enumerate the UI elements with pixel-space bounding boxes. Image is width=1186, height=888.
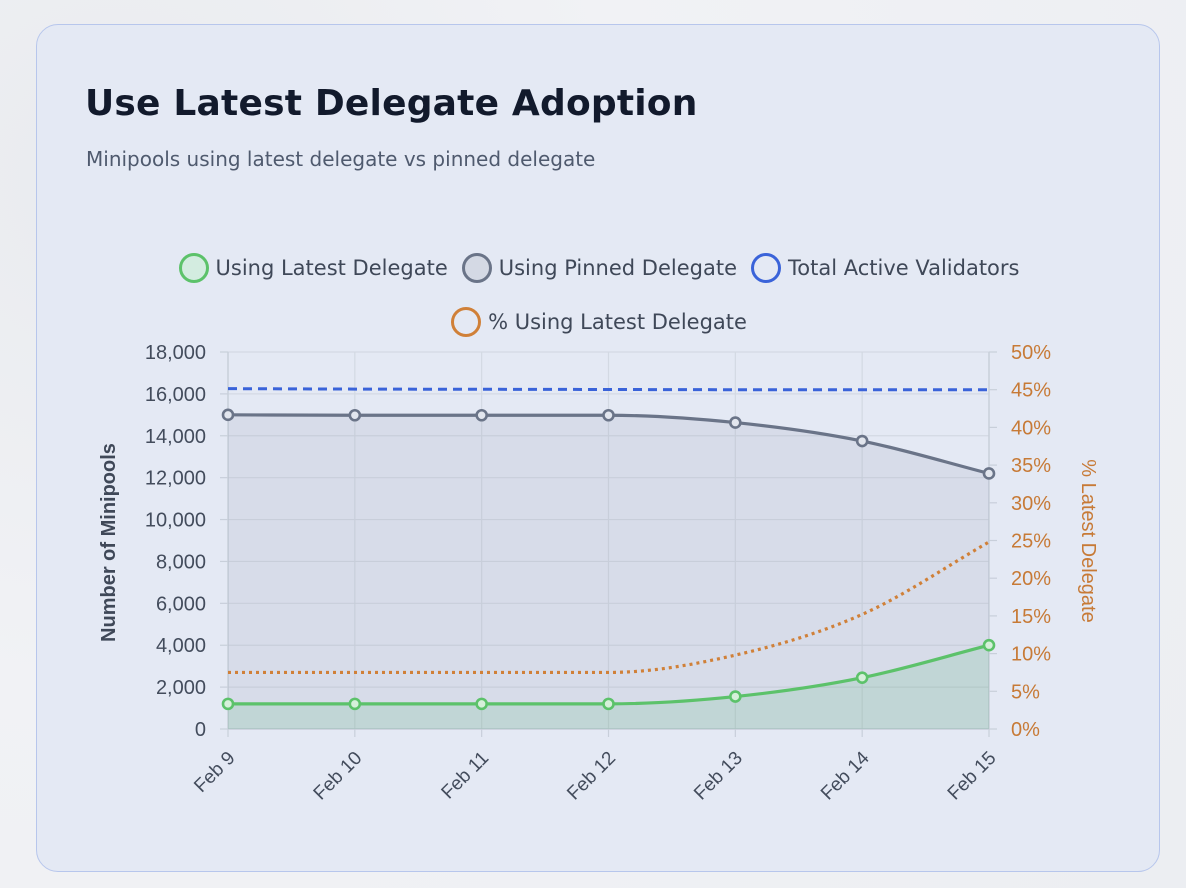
data-point-using-pinned-delegate [729, 416, 742, 429]
y-left-tick-label: 14,000 [145, 426, 206, 448]
area-using-pinned-delegate [228, 414, 989, 729]
legend-label-latest-delegate: Using Latest Delegate [215, 256, 448, 280]
y-right-tick-label: 45% [1011, 380, 1051, 402]
legend-label-pct-latest: % Using Latest Delegate [488, 310, 747, 334]
y-right-tick-label: 20% [1011, 568, 1051, 590]
y-left-tick-label: 2,000 [156, 677, 206, 699]
data-point-using-latest-delegate [855, 671, 869, 684]
y-right-tick-label: 0% [1011, 719, 1040, 741]
chart-card: Use Latest Delegate Adoption Minipools u… [36, 24, 1160, 872]
y-right-tick-label: 40% [1011, 417, 1051, 439]
y-left-tick-label: 18,000 [145, 342, 206, 364]
data-point-using-latest-delegate [221, 697, 235, 711]
data-point-using-latest-delegate [729, 690, 742, 703]
y-right-tick-label: 25% [1011, 531, 1051, 553]
y-left-tick-label: 10,000 [145, 510, 206, 532]
chart-subtitle: Minipools using latest delegate vs pinne… [86, 147, 596, 171]
series-line-total-active-validators [227, 387, 989, 392]
legend-item-latest-delegate[interactable]: Using Latest Delegate [178, 251, 448, 285]
y-right-tick-label: 35% [1011, 455, 1051, 477]
legend-row-1: Using Latest Delegate Using Pinned Deleg… [37, 251, 1161, 285]
y-left-tick-label: 4,000 [156, 635, 206, 657]
y-right-tick-label: 10% [1011, 644, 1051, 666]
data-point-using-latest-delegate [475, 697, 488, 711]
legend-item-total-validators[interactable]: Total Active Validators [751, 251, 1019, 285]
x-tick-label: Feb 12 [563, 748, 620, 805]
legend-item-pct-latest[interactable]: % Using Latest Delegate [451, 305, 747, 339]
data-point-using-pinned-delegate [475, 408, 488, 422]
legend-swatch-latest-delegate [178, 253, 209, 283]
y-left-axis-title: Number of Minipools [98, 443, 120, 642]
y-left-tick-label: 8,000 [156, 551, 206, 573]
data-point-using-pinned-delegate [982, 467, 996, 480]
chart-title: Use Latest Delegate Adoption [85, 83, 698, 124]
data-point-using-latest-delegate [348, 697, 362, 711]
legend-label-pinned-delegate: Using Pinned Delegate [498, 256, 737, 280]
area-using-latest-delegate [228, 645, 989, 729]
data-point-using-pinned-delegate [221, 408, 235, 422]
y-right-tick-label: 50% [1011, 342, 1051, 364]
legend-swatch-total-validators [751, 253, 781, 283]
x-tick-label: Feb 9 [190, 748, 239, 797]
series-line-pct-using-latest-delegate [228, 540, 990, 675]
legend-swatch-pinned-delegate [461, 253, 492, 283]
x-tick-label: Feb 15 [944, 748, 1001, 805]
y-left-tick-label: 16,000 [145, 384, 206, 406]
y-right-axis-title: % Latest Delegate [1077, 459, 1099, 622]
legend-item-pinned-delegate[interactable]: Using Pinned Delegate [461, 251, 737, 285]
x-tick-label: Feb 14 [817, 747, 874, 804]
legend-row-2: % Using Latest Delegate [37, 305, 1161, 339]
x-tick-label: Feb 13 [690, 748, 747, 805]
y-right-tick-label: 30% [1011, 493, 1051, 515]
legend-label-total-validators: Total Active Validators [788, 256, 1020, 280]
y-right-tick-label: 5% [1011, 681, 1040, 703]
data-point-using-latest-delegate [602, 697, 615, 711]
x-tick-label: Feb 11 [438, 748, 494, 804]
x-tick-label: Feb 10 [310, 748, 367, 805]
data-point-using-pinned-delegate [855, 434, 869, 448]
y-left-tick-label: 12,000 [145, 468, 206, 490]
data-point-using-pinned-delegate [348, 408, 362, 422]
y-left-tick-label: 6,000 [156, 593, 206, 615]
data-point-using-latest-delegate [982, 638, 996, 652]
y-right-tick-label: 15% [1011, 606, 1051, 628]
legend-swatch-pct-latest [451, 307, 482, 337]
y-left-tick-label: 0 [195, 719, 206, 741]
data-point-using-pinned-delegate [602, 408, 615, 422]
